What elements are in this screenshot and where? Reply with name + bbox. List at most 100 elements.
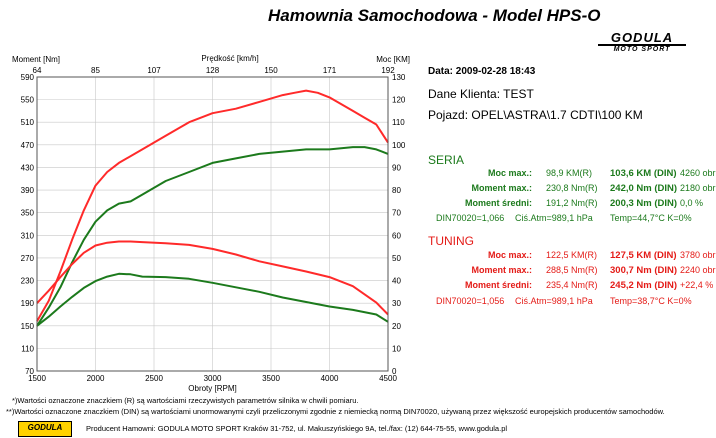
seria-din: DIN70020=1,066 [436, 213, 505, 223]
x-tick-label: 4000 [321, 374, 339, 383]
tuning-torque-line [36, 240, 389, 316]
seria-moment-obr: 2180 obr [680, 183, 716, 193]
right-tick-label: 130 [392, 73, 406, 82]
seria-moc-r: 98,9 KM(R) [546, 168, 593, 178]
right-tick-label: 90 [392, 163, 401, 172]
producer-info: Producent Hamowni: GODULA MOTO SPORT Kra… [86, 424, 508, 433]
chart-ticks: 70 110 150 190 230 270 310 350 390 430 470 510 550 59… [21, 66, 406, 383]
right-axis-label: Moc [KM] [376, 55, 410, 64]
logo-small-text: GODULA [27, 423, 63, 432]
x-tick-label: 2000 [87, 374, 105, 383]
tuning-moment-obr: 2240 obr [680, 265, 716, 275]
seria-avg-label: Moment średni: [464, 198, 532, 208]
left-tick-label: 390 [21, 186, 35, 195]
x-tick-label: 1500 [28, 374, 46, 383]
top-axis-label: Prędkość [km/h] [201, 54, 258, 63]
left-tick-label: 470 [21, 141, 35, 150]
top-tick-label: 150 [264, 66, 278, 75]
seria-moment-label: Moment max.: [471, 183, 532, 193]
godula-logo-small: GODULA [18, 421, 72, 437]
right-tick-label: 80 [392, 186, 401, 195]
seria-power-line [36, 146, 389, 327]
footnote-r: *)Wartości oznaczone znaczkiem (R) są wa… [12, 396, 359, 405]
seria-title: SERIA [428, 153, 465, 167]
footnote-din: **)Wartości oznaczone znaczkiem (DIN) są… [6, 407, 665, 416]
left-tick-label: 350 [21, 209, 35, 218]
top-tick-label: 192 [381, 66, 395, 75]
right-tick-label: 120 [392, 96, 406, 105]
chart-frame [36, 76, 389, 372]
tuning-atm: Ciś.Atm=989,1 hPa [515, 296, 593, 306]
left-tick-label: 510 [21, 118, 35, 127]
tuning-moc-label: Moc max.: [487, 250, 532, 260]
right-tick-label: 50 [392, 254, 401, 263]
tuning-moc-obr: 3780 obr [680, 250, 716, 260]
seria-avg-pct: 0,0 % [680, 198, 704, 208]
tuning-avg-pct: +22,4 % [680, 280, 714, 290]
seria-atm: Ciś.Atm=989,1 hPa [515, 213, 593, 223]
tuning-moc-r: 122,5 KM(R) [546, 250, 598, 260]
left-tick-label: 550 [21, 96, 35, 105]
top-tick-label: 107 [147, 66, 161, 75]
tuning-title: TUNING [428, 234, 474, 248]
right-tick-label: 0 [392, 367, 397, 376]
left-tick-label: 70 [25, 367, 34, 376]
left-axis-label: Moment [Nm] [12, 55, 60, 64]
tuning-moc-din: 127,5 KM (DIN) [610, 250, 677, 261]
tuning-avg-r: 235,4 Nm(R) [546, 280, 598, 290]
x-axis-label: Obroty [RPM] [188, 384, 236, 393]
left-tick-label: 150 [21, 322, 35, 331]
logo-subtext: MOTO SPORT [613, 46, 671, 53]
seria-torque-line [36, 272, 389, 327]
right-tick-label: 40 [392, 277, 401, 286]
x-tick-label: 2500 [145, 374, 163, 383]
logo-underline [598, 44, 686, 46]
right-tick-label: 100 [392, 141, 406, 150]
seria-moment-din: 242,0 Nm (DIN) [610, 183, 678, 194]
x-tick-label: 4500 [379, 374, 397, 383]
left-tick-label: 310 [21, 231, 35, 240]
seria-avg-din: 200,3 Nm (DIN) [610, 198, 678, 209]
left-tick-label: 590 [21, 73, 35, 82]
left-tick-label: 190 [21, 299, 35, 308]
client-info: Dane Klienta: TEST [428, 87, 534, 101]
chart-series [36, 89, 389, 327]
right-tick-label: 30 [392, 299, 401, 308]
right-tick-label: 20 [392, 322, 401, 331]
tuning-moment-r: 288,5 Nm(R) [546, 265, 598, 275]
seria-temp: Temp=44,7°C K=0% [610, 213, 692, 223]
right-tick-label: 10 [392, 344, 401, 353]
tuning-moment-din: 300,7 Nm (DIN) [610, 265, 678, 276]
tuning-power-line [36, 89, 389, 322]
seria-avg-r: 191,2 Nm(R) [546, 198, 598, 208]
seria-moc-label: Moc max.: [487, 168, 532, 178]
tuning-temp: Temp=38,7°C K=0% [610, 296, 692, 306]
tuning-din: DIN70020=1,056 [436, 296, 505, 306]
top-tick-label: 171 [323, 66, 337, 75]
vehicle-info: Pojazd: OPEL\ASTRA\1.7 CDTI\100 KM [428, 108, 643, 122]
right-tick-label: 60 [392, 231, 401, 240]
left-tick-label: 230 [21, 277, 35, 286]
logo-text: GODULA [610, 30, 674, 45]
top-tick-label: 64 [33, 66, 42, 75]
x-tick-label: 3000 [204, 374, 222, 383]
top-tick-label: 85 [91, 66, 100, 75]
chart-grid [36, 76, 389, 372]
tuning-moment-label: Moment max.: [471, 265, 532, 275]
dyno-chart: 70 110 150 190 230 270 310 350 390 430 470 510 550 59… [12, 54, 410, 393]
tuning-avg-label: Moment średni: [464, 280, 532, 290]
seria-moc-din: 103,6 KM (DIN) [610, 168, 677, 179]
left-tick-label: 270 [21, 254, 35, 263]
top-tick-label: 128 [206, 66, 220, 75]
seria-moment-r: 230,8 Nm(R) [546, 183, 598, 193]
right-tick-label: 110 [392, 118, 405, 127]
page-title: Hamownia Samochodowa - Model HPS-O [268, 6, 601, 25]
x-tick-label: 3500 [262, 374, 280, 383]
seria-moc-obr: 4260 obr [680, 168, 716, 178]
left-tick-label: 430 [21, 163, 35, 172]
godula-logo: GODULA MOTO SPORT [594, 30, 690, 56]
left-tick-label: 110 [21, 344, 34, 353]
right-tick-label: 70 [392, 209, 401, 218]
measurement-date: Data: 2009-02-28 18:43 [428, 66, 536, 77]
tuning-avg-din: 245,2 Nm (DIN) [610, 280, 678, 291]
